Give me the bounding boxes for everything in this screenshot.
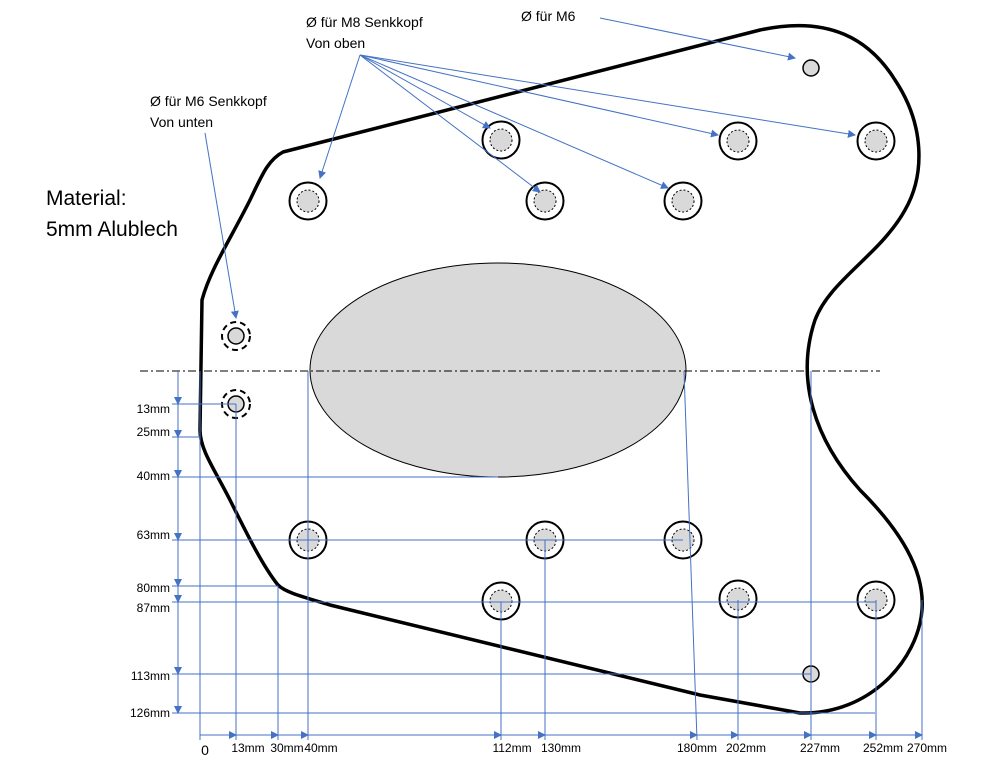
annotation: Ø für M8 Senkkopf [306, 14, 423, 30]
m8-hole [718, 121, 758, 161]
m8-hole-inner [533, 189, 557, 213]
m8-hole-inner [671, 189, 695, 213]
m8-hole [663, 181, 703, 221]
h-dim-label: 202mm [726, 741, 766, 755]
m8-hole [288, 181, 328, 221]
h-dim-label: 13mm [231, 741, 264, 755]
material: 5mm Alublech [46, 218, 178, 241]
annotation: Ø für M6 Senkkopf [150, 93, 267, 109]
m8-hole [525, 181, 565, 221]
annotation: Von unten [150, 114, 213, 130]
v-dim-label: 80mm [137, 581, 170, 595]
dimension-labels: 13mm 25mm 40mm 63mm 80mm 87mm 113mm 126mm 0 13mm 3… [130, 402, 947, 758]
m6-sunk-inner [227, 327, 245, 345]
v-dim-label: 113mm [131, 669, 170, 683]
h-dim-label: 252mm [863, 741, 903, 755]
material: Material: [46, 187, 127, 210]
m8-hole-inner [726, 129, 750, 153]
leader [359, 54, 491, 129]
labels: Ø für M8 Senkkopf Von oben Ø für M6 Ø fü… [46, 8, 576, 241]
v-dim-label: 13mm [137, 402, 170, 416]
leader [318, 54, 361, 179]
m8-hole-inner [864, 129, 888, 153]
m8-hole-inner [489, 128, 513, 152]
leader [359, 54, 856, 138]
v-dim-label: 63mm [137, 528, 170, 542]
leader [359, 54, 541, 193]
h-dim-label: 270mm [907, 741, 947, 755]
v-dim-label: 25mm [137, 425, 170, 439]
v-dim-label: 87mm [137, 601, 170, 615]
leader [204, 132, 239, 319]
h-dim-label: 130mm [541, 741, 581, 755]
h-dim-label: 227mm [800, 741, 840, 755]
v-dim-label: 126mm [130, 706, 170, 720]
h-dim-label: 0 [201, 742, 209, 758]
m8-hole [856, 121, 896, 161]
m8-hole [481, 120, 521, 160]
m6-sunk-hole [221, 321, 251, 351]
h-dim-label: 30mm [270, 741, 303, 755]
m6-hole [802, 59, 820, 77]
extension-line [683, 370, 698, 741]
annotation: Von oben [306, 35, 365, 51]
leader [359, 54, 719, 138]
annotation: Ø für M6 [521, 8, 576, 24]
v-dim-label: 40mm [137, 469, 170, 483]
h-dim-label: 40mm [304, 741, 337, 755]
h-dim-label: 112mm [492, 741, 531, 755]
m8-hole-inner [296, 189, 320, 213]
leader [359, 54, 669, 189]
dimension-lines [172, 17, 923, 741]
h-dim-label: 180mm [677, 741, 717, 755]
leader [599, 17, 796, 61]
